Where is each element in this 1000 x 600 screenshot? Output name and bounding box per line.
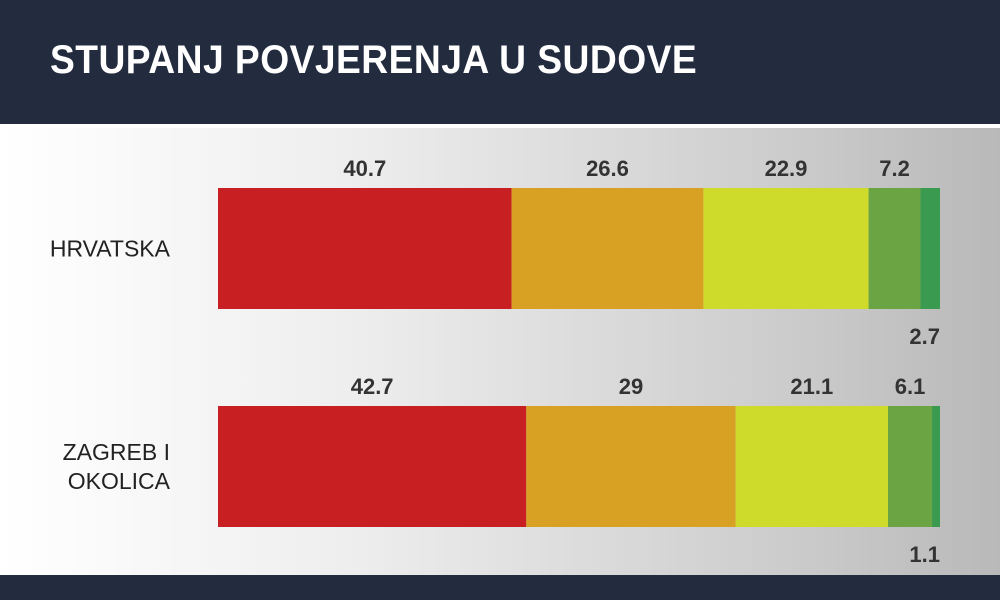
bar-segment (218, 406, 527, 527)
data-label: 6.1 (895, 374, 926, 399)
category-label: ZAGREB I (63, 439, 170, 465)
bar-segment (888, 406, 933, 527)
header-divider (0, 124, 1000, 128)
bar-segment (868, 188, 921, 309)
page-title: STUPANJ POVJERENJA U SUDOVE (50, 38, 698, 82)
data-label: 29 (619, 374, 643, 399)
data-label: 21.1 (790, 374, 833, 399)
bar-segment (511, 188, 704, 309)
header-bar: STUPANJ POVJERENJA U SUDOVE (0, 0, 1000, 124)
bar-segment (526, 406, 736, 527)
bar-segment (218, 188, 512, 309)
data-label: 1.1 (909, 542, 940, 567)
data-label: 26.6 (586, 156, 629, 181)
bar-segment (932, 406, 940, 527)
footer-bar (0, 575, 1000, 600)
data-label: 7.2 (879, 156, 910, 181)
bar-segment (735, 406, 889, 527)
bar-segment (703, 188, 869, 309)
data-label: 40.7 (343, 156, 386, 181)
data-label: 22.9 (765, 156, 808, 181)
data-label: 42.7 (351, 374, 394, 399)
category-label: OKOLICA (68, 468, 171, 494)
bar-segment (920, 188, 940, 309)
data-label: 2.7 (909, 324, 940, 349)
category-label: HRVATSKA (50, 236, 171, 262)
